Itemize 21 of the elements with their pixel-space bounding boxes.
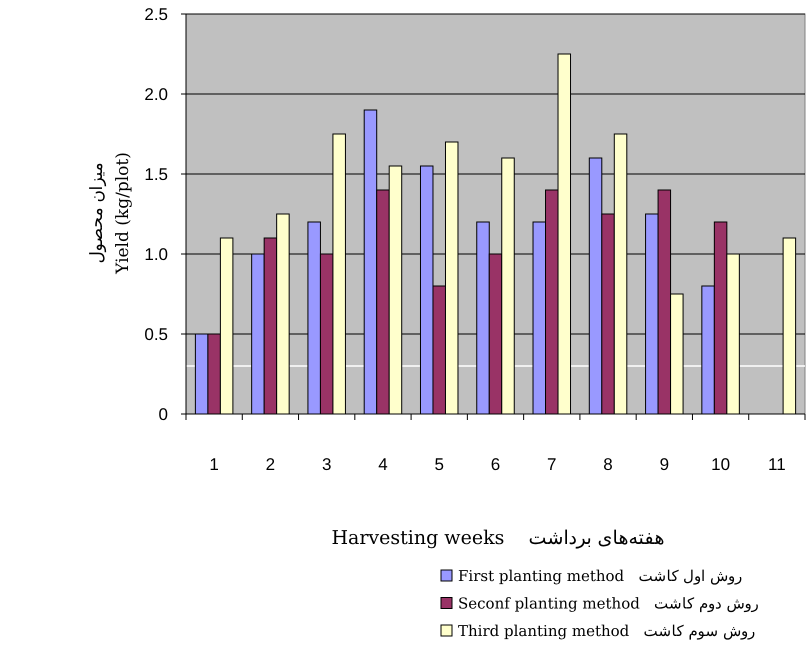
legend-label: First planting method روش اول کاشت xyxy=(458,567,742,585)
x-tick-label: 5 xyxy=(434,455,444,474)
y-tick-label: 2.0 xyxy=(144,85,168,104)
legend-label: Third planting method روش سوم کاشت xyxy=(458,622,756,640)
x-tick-label: 7 xyxy=(547,455,557,474)
x-tick-label: 9 xyxy=(660,455,670,474)
y-tick-label: 1.0 xyxy=(144,245,168,264)
y-tick-label: 2.5 xyxy=(144,5,168,24)
x-axis-title: Harvesting weeks هفته‌های برداشت xyxy=(331,527,665,549)
x-tick-label: 4 xyxy=(378,455,388,474)
x-tick-label: 8 xyxy=(603,455,613,474)
x-tick-label: 3 xyxy=(322,455,332,474)
y-tick-label: 1.5 xyxy=(144,165,168,184)
legend-label: Seconf planting method روش دوم کاشت xyxy=(458,594,759,612)
x-tick-label: 11 xyxy=(768,455,786,474)
x-tick-label: 2 xyxy=(266,455,276,474)
x-tick-label: 10 xyxy=(711,455,730,474)
y-tick-label: 0.5 xyxy=(144,325,168,344)
x-tick-label: 6 xyxy=(490,455,500,474)
x-tick-label: 1 xyxy=(209,455,219,474)
y-tick-label: 0 xyxy=(158,405,168,424)
